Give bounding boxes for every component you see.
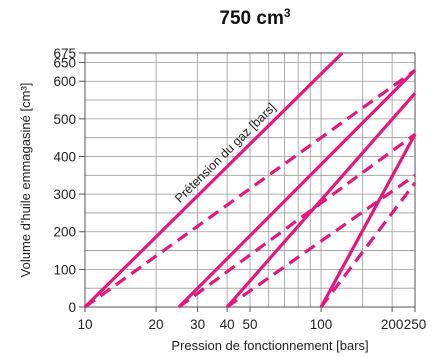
dashed-series-line-8 [319, 181, 417, 308]
x-tick-label: 30 [190, 317, 205, 332]
chart-title: 750 cm3 [219, 6, 290, 29]
y-tick-label: 0 [68, 300, 76, 315]
grid [85, 53, 415, 307]
y-tick-label: 675 [53, 46, 76, 61]
series-lines [83, 51, 417, 309]
dashed-series-line-2 [84, 68, 416, 309]
y-tick-label: 100 [53, 262, 76, 277]
x-tick-label: 200 [381, 317, 404, 332]
dashed-series-line-4 [177, 133, 416, 309]
x-tick-label: 50 [242, 317, 257, 332]
solid-series-line-3 [177, 69, 417, 309]
x-tick-label: 20 [149, 317, 164, 332]
y-tick-label: 200 [53, 225, 76, 240]
annotation-gas-pretension: Prétension du gaz [bars] [172, 100, 278, 205]
x-tick-labels: 10 20 30 40 50 100 200 250 [77, 307, 426, 332]
x-tick-label: 40 [220, 317, 235, 332]
x-axis-label: Pression de fonctionnement [bars] [171, 338, 368, 353]
x-tick-label: 10 [77, 317, 92, 332]
x-tick-label: 250 [404, 317, 427, 332]
y-tick-label: 300 [53, 187, 76, 202]
solid-series-line-1 [83, 51, 344, 309]
x-tick-label: 100 [310, 317, 333, 332]
solid-series-line-7 [319, 133, 417, 308]
y-tick-label: 500 [53, 112, 76, 127]
y-tick-label: 650 [53, 55, 76, 70]
solid-series-line-5 [225, 92, 417, 309]
y-tick-label: 400 [53, 149, 76, 164]
y-tick-label: 600 [53, 74, 76, 89]
dashed-series-line-6 [226, 173, 416, 309]
y-axis-label: Volume d'huile emmagasiné [cm³] [18, 83, 33, 278]
